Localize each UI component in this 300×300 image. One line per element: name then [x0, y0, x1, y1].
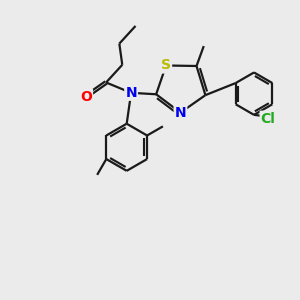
Text: Cl: Cl [261, 112, 276, 126]
Text: S: S [161, 58, 171, 73]
Text: O: O [80, 90, 92, 104]
Text: N: N [175, 106, 186, 120]
Text: N: N [125, 86, 137, 100]
